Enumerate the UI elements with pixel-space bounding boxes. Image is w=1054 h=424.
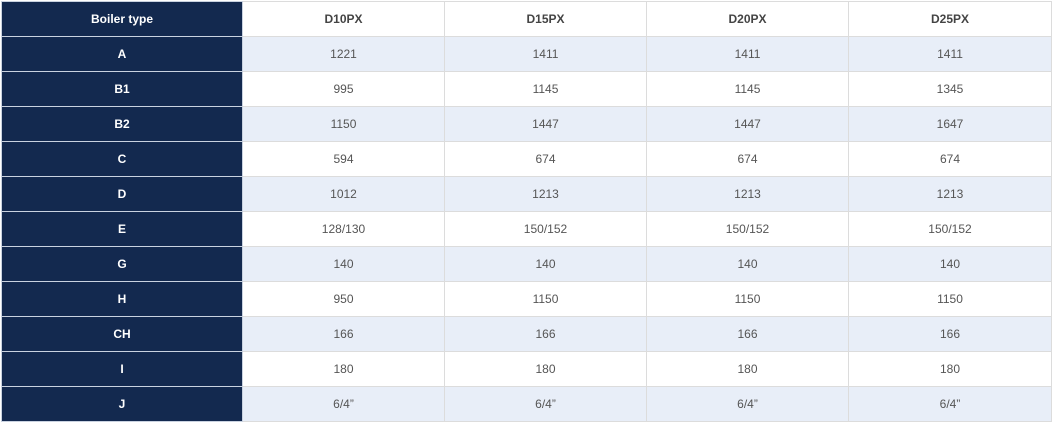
cell: 150/152	[646, 211, 849, 247]
cell: 1647	[848, 106, 1052, 142]
data-row: C 594 674 674 674	[1, 141, 1052, 177]
cell: 180	[848, 351, 1052, 387]
row-label: C	[1, 141, 243, 177]
cell: 180	[444, 351, 647, 387]
model-header: D15PX	[444, 1, 647, 37]
data-row: B2 1150 1447 1447 1647	[1, 106, 1052, 142]
row-label: B1	[1, 71, 243, 107]
cell: 140	[444, 246, 647, 282]
cell: 594	[242, 141, 445, 177]
cell: 1150	[242, 106, 445, 142]
cell: 1213	[444, 176, 647, 212]
cell: 180	[242, 351, 445, 387]
cell: 6/4”	[444, 386, 647, 422]
data-row: D 1012 1213 1213 1213	[1, 176, 1052, 212]
cell: 1145	[444, 71, 647, 107]
cell: 1447	[444, 106, 647, 142]
cell: 140	[646, 246, 849, 282]
cell: 150/152	[444, 211, 647, 247]
cell: 166	[242, 316, 445, 352]
header-row: Boiler type D10PX D15PX D20PX D25PX	[1, 1, 1052, 37]
data-row: B1 995 1145 1145 1345	[1, 71, 1052, 107]
cell: 1221	[242, 36, 445, 72]
model-header: D20PX	[646, 1, 849, 37]
cell: 180	[646, 351, 849, 387]
data-row: J 6/4” 6/4” 6/4” 6/4”	[1, 386, 1052, 422]
row-label: J	[1, 386, 243, 422]
cell: 1411	[444, 36, 647, 72]
row-label: CH	[1, 316, 243, 352]
cell: 166	[444, 316, 647, 352]
row-label: B2	[1, 106, 243, 142]
cell: 1150	[444, 281, 647, 317]
data-row: H 950 1150 1150 1150	[1, 281, 1052, 317]
cell: 1145	[646, 71, 849, 107]
cell: 166	[848, 316, 1052, 352]
cell: 1411	[646, 36, 849, 72]
cell: 6/4”	[848, 386, 1052, 422]
cell: 1150	[848, 281, 1052, 317]
cell: 1213	[646, 176, 849, 212]
cell: 950	[242, 281, 445, 317]
data-row: CH 166 166 166 166	[1, 316, 1052, 352]
row-label: H	[1, 281, 243, 317]
data-row: E 128/130 150/152 150/152 150/152	[1, 211, 1052, 247]
data-row: A 1221 1411 1411 1411	[1, 36, 1052, 72]
cell: 166	[646, 316, 849, 352]
row-label: E	[1, 211, 243, 247]
row-label: G	[1, 246, 243, 282]
cell: 6/4”	[242, 386, 445, 422]
data-row: G 140 140 140 140	[1, 246, 1052, 282]
cell: 674	[646, 141, 849, 177]
model-header: D10PX	[242, 1, 445, 37]
cell: 674	[848, 141, 1052, 177]
row-label: A	[1, 36, 243, 72]
header-label: Boiler type	[1, 1, 243, 37]
cell: 1411	[848, 36, 1052, 72]
row-label: D	[1, 176, 243, 212]
row-label: I	[1, 351, 243, 387]
cell: 6/4”	[646, 386, 849, 422]
cell: 140	[848, 246, 1052, 282]
cell: 128/130	[242, 211, 445, 247]
cell: 150/152	[848, 211, 1052, 247]
cell: 674	[444, 141, 647, 177]
cell: 1447	[646, 106, 849, 142]
data-row: I 180 180 180 180	[1, 351, 1052, 387]
cell: 140	[242, 246, 445, 282]
cell: 1345	[848, 71, 1052, 107]
cell: 1012	[242, 176, 445, 212]
cell: 995	[242, 71, 445, 107]
model-header: D25PX	[848, 1, 1052, 37]
cell: 1150	[646, 281, 849, 317]
cell: 1213	[848, 176, 1052, 212]
